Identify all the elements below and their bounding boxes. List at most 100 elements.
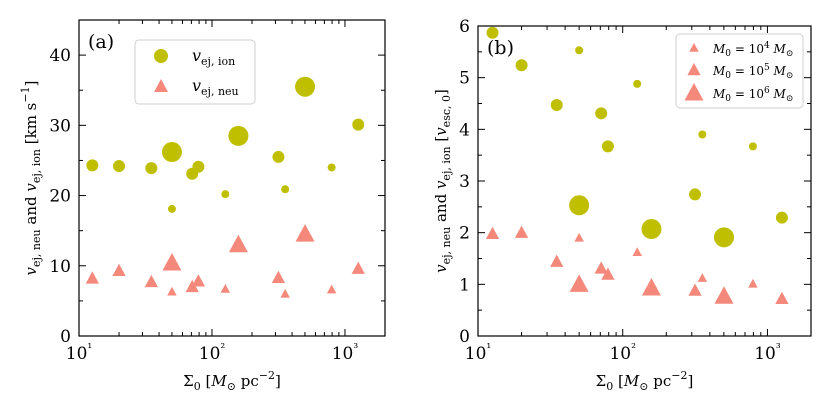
data-point-neu (295, 224, 315, 242)
data-point-ion (601, 140, 614, 153)
data-point-neu (714, 286, 734, 304)
data-point-ion (113, 160, 126, 173)
data-point-neu (550, 254, 564, 267)
data-point-neu (280, 288, 290, 298)
data-point-ion (281, 185, 290, 194)
data-point-ion (161, 142, 182, 163)
data-point-neu (697, 273, 708, 282)
y-axis: 0 1 2 3 4 5 6 (459, 17, 811, 347)
data-point-ion (327, 163, 336, 172)
legend-marker-neu (154, 79, 168, 92)
data-point-ion (775, 211, 788, 224)
legend-marker-mass (684, 83, 704, 101)
y-tick-label: 2 (459, 224, 470, 244)
y-axis-label: vej, neu and vej, ion [km s−1] (19, 81, 43, 276)
x-axis: 10¹ 10² 10³ (66, 20, 386, 364)
legend-label-mass: M0 = 105 M⊙ (712, 63, 793, 81)
data-point-ion (352, 118, 365, 131)
y-axis: 0 10 20 30 40 (49, 19, 385, 347)
data-point-ion (713, 227, 734, 248)
data-point-neu (162, 252, 182, 271)
y-tick-label: 30 (49, 116, 71, 136)
x-tick-label: 10¹ (465, 341, 491, 364)
panel-a: 10¹ 10² 10³ 0 10 20 30 40 (a) Σ0 [M⊙ pc−2] vej, ne… (19, 19, 386, 393)
y-tick-label: 1 (459, 275, 470, 295)
data-point-neu (688, 283, 702, 296)
legend-marker-mass (689, 43, 699, 52)
data-point-ion (486, 26, 499, 39)
x-tick-label: 10² (609, 341, 636, 364)
data-point-neu (569, 274, 589, 292)
data-point-neu (191, 274, 206, 287)
data-point-ion (633, 79, 642, 88)
data-point-neu (514, 225, 529, 238)
data-point-ion (569, 195, 590, 216)
legend: vej, ion vej, neu (134, 39, 256, 105)
x-tick-label: 10² (199, 341, 226, 364)
data-point-ion (550, 99, 563, 112)
legend-label-mass: M0 = 104 M⊙ (712, 41, 793, 59)
data-point-ion (86, 159, 99, 172)
data-point-neu (574, 232, 584, 242)
data-point-ion (228, 125, 249, 146)
data-point-ion (641, 219, 662, 240)
x-tick-label: 10¹ (66, 341, 92, 364)
data-point-neu (220, 283, 231, 293)
legend-label-ion: vej, ion (192, 46, 235, 68)
data-point-neu (775, 291, 789, 305)
data-point-ion (167, 204, 176, 213)
legend-label-neu: vej, neu (192, 76, 239, 98)
data-point-neu (144, 274, 159, 288)
panel-b: 10¹ 10² 10³ 0 1 2 3 4 5 6 (b) Σ0 [M⊙ pc−2] vej, neu … (432, 17, 812, 393)
y-tick-label: 3 (459, 172, 470, 192)
x-tick-label: 10³ (332, 341, 359, 364)
panel-label: (b) (487, 37, 514, 59)
data-point-ion (221, 190, 230, 199)
y-tick-label: 6 (459, 17, 470, 37)
panel-label: (a) (88, 31, 114, 53)
data-point-ion (595, 107, 608, 120)
y-tick-label: 0 (459, 327, 470, 347)
data-point-neu (641, 277, 661, 296)
y-tick-label: 5 (459, 69, 470, 89)
data-point-ion (698, 130, 707, 139)
data-point-ion (515, 59, 528, 72)
data-point-ion (575, 46, 584, 55)
x-axis-label: Σ0 [M⊙ pc−2] (596, 369, 694, 393)
data-point-neu (228, 234, 248, 253)
data-point-neu (601, 267, 615, 280)
data-point-neu (112, 263, 126, 276)
legend-label-mass: M0 = 106 M⊙ (712, 86, 793, 104)
data-point-ion (145, 162, 158, 175)
legend: M0 = 104 M⊙ M0 = 105 M⊙ M0 = 106 M⊙ (675, 33, 804, 109)
x-tick-label: 10³ (754, 341, 781, 364)
y-axis-label: vej, neu and vej, ion [vesc, 0] (432, 89, 453, 273)
y-tick-label: 20 (49, 187, 71, 207)
x-axis: 10¹ 10² 10³ (465, 26, 812, 364)
series-neu (85, 224, 365, 298)
data-point-neu (748, 278, 758, 288)
legend-marker-ion (154, 49, 168, 63)
data-point-neu (271, 270, 286, 283)
data-point-neu (594, 261, 608, 274)
plot-frame (78, 19, 386, 337)
data-point-ion (272, 150, 285, 163)
y-tick-label: 10 (49, 257, 71, 277)
series-ion (486, 26, 788, 248)
data-point-ion (192, 160, 205, 173)
x-axis-label: Σ0 [M⊙ pc−2] (183, 369, 281, 393)
data-point-neu (326, 284, 337, 294)
y-tick-label: 40 (49, 46, 71, 66)
data-point-neu (85, 271, 99, 284)
data-point-neu (351, 261, 365, 274)
y-tick-label: 4 (459, 120, 470, 140)
data-point-neu (485, 226, 500, 239)
series-neu (485, 225, 789, 305)
data-point-ion (295, 76, 316, 97)
legend-frame (675, 33, 804, 109)
data-point-ion (748, 142, 757, 151)
legend-marker-mass (687, 63, 701, 76)
data-point-neu (167, 286, 177, 296)
data-point-neu (632, 247, 642, 257)
